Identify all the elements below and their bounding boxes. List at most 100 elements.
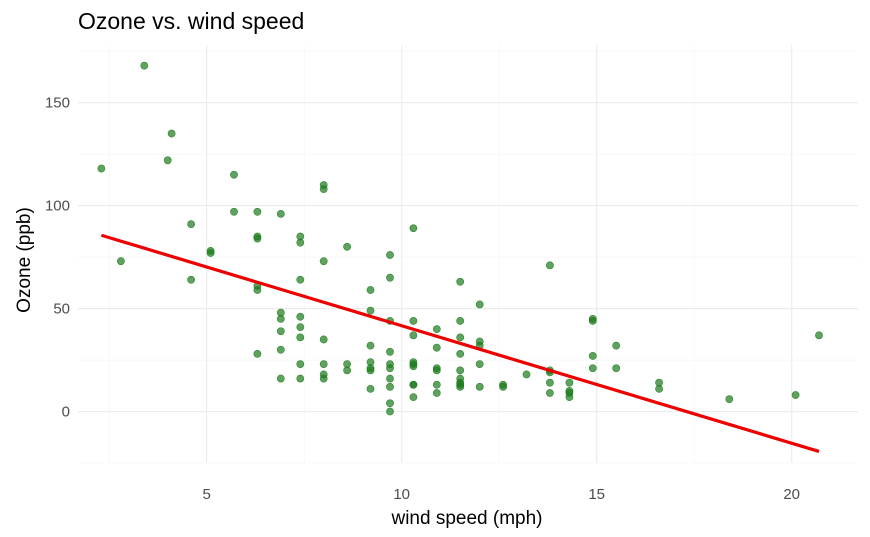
x-axis-title: wind speed (mph) [390, 508, 542, 529]
data-point [253, 286, 262, 294]
data-point [366, 286, 375, 294]
data-point [386, 364, 394, 373]
data-point [612, 364, 621, 373]
data-point [253, 207, 262, 216]
x-tick-label: 20 [783, 486, 800, 503]
data-point [432, 366, 441, 375]
data-point [546, 389, 554, 397]
data-point [319, 335, 328, 344]
data-point [546, 261, 554, 270]
data-point [296, 312, 305, 321]
data-point [456, 277, 465, 286]
data-point [187, 220, 195, 229]
data-point [253, 234, 262, 243]
data-point [366, 366, 375, 375]
data-point [456, 349, 465, 358]
x-tick-label: 5 [203, 486, 211, 503]
data-point [815, 331, 823, 340]
data-point [296, 275, 305, 284]
data-point [140, 61, 149, 70]
data-point [386, 273, 394, 282]
data-point [319, 374, 328, 383]
data-point [522, 370, 531, 379]
data-point [565, 378, 574, 387]
regression-line-group [100, 233, 820, 454]
data-point [296, 333, 305, 342]
data-point [432, 343, 441, 352]
data-point [386, 374, 394, 383]
data-point [432, 380, 441, 389]
data-point [276, 327, 285, 336]
data-point [167, 129, 176, 138]
data-point [366, 384, 375, 393]
data-point [409, 317, 418, 325]
data-point [409, 362, 418, 371]
y-tick-label: 50 [53, 301, 70, 318]
data-point [456, 366, 465, 375]
data-point [456, 317, 465, 325]
data-point [588, 317, 597, 325]
data-point [276, 374, 285, 383]
data-point [612, 341, 621, 350]
data-point [588, 364, 597, 373]
data-point [456, 382, 465, 391]
data-point [296, 360, 305, 369]
data-point [386, 347, 394, 356]
chart-title: Ozone vs. wind speed [78, 8, 304, 34]
data-point [319, 360, 328, 369]
x-tick-label: 15 [588, 486, 605, 503]
data-point [319, 257, 328, 266]
data-point [366, 341, 375, 350]
data-point [475, 360, 484, 369]
data-point [432, 325, 441, 334]
x-axis-ticks: 5 10 15 20 [203, 486, 801, 503]
data-point [296, 238, 305, 247]
data-point [187, 275, 195, 284]
plot-grid [78, 45, 858, 464]
data-point [296, 374, 305, 383]
data-point [565, 393, 574, 402]
data-point [409, 393, 418, 402]
data-point [655, 384, 663, 393]
data-point [206, 249, 215, 257]
data-points [97, 61, 823, 416]
data-point [97, 164, 106, 173]
data-point [499, 382, 507, 391]
data-point [296, 323, 305, 331]
data-point [366, 306, 375, 315]
data-point [117, 257, 125, 266]
data-point [386, 382, 394, 391]
y-tick-label: 0 [62, 404, 70, 421]
data-point [725, 395, 734, 404]
y-axis-ticks: 0 50 100 150 [45, 95, 70, 421]
data-point [386, 399, 394, 408]
data-point [432, 389, 441, 397]
regression-line [100, 233, 820, 454]
data-point [343, 242, 351, 251]
data-point [409, 380, 418, 389]
data-point [409, 224, 418, 233]
data-point [386, 407, 394, 416]
x-tick-label: 10 [393, 486, 410, 503]
data-point [343, 366, 351, 375]
data-point [276, 345, 285, 354]
data-point [456, 333, 465, 342]
data-point [163, 156, 172, 165]
data-point [276, 209, 285, 218]
data-point [588, 352, 597, 360]
y-tick-label: 150 [45, 95, 70, 112]
data-point [319, 185, 328, 194]
y-tick-label: 100 [45, 198, 70, 215]
data-point [386, 251, 394, 259]
data-point [276, 314, 285, 323]
data-point [546, 378, 554, 387]
data-point [475, 300, 484, 309]
data-point [409, 331, 418, 340]
data-point [230, 207, 238, 216]
data-point [230, 170, 238, 179]
data-point [791, 391, 800, 399]
data-point [253, 349, 262, 358]
y-axis-title: Ozone (ppb) [14, 207, 35, 313]
data-point [475, 382, 484, 391]
